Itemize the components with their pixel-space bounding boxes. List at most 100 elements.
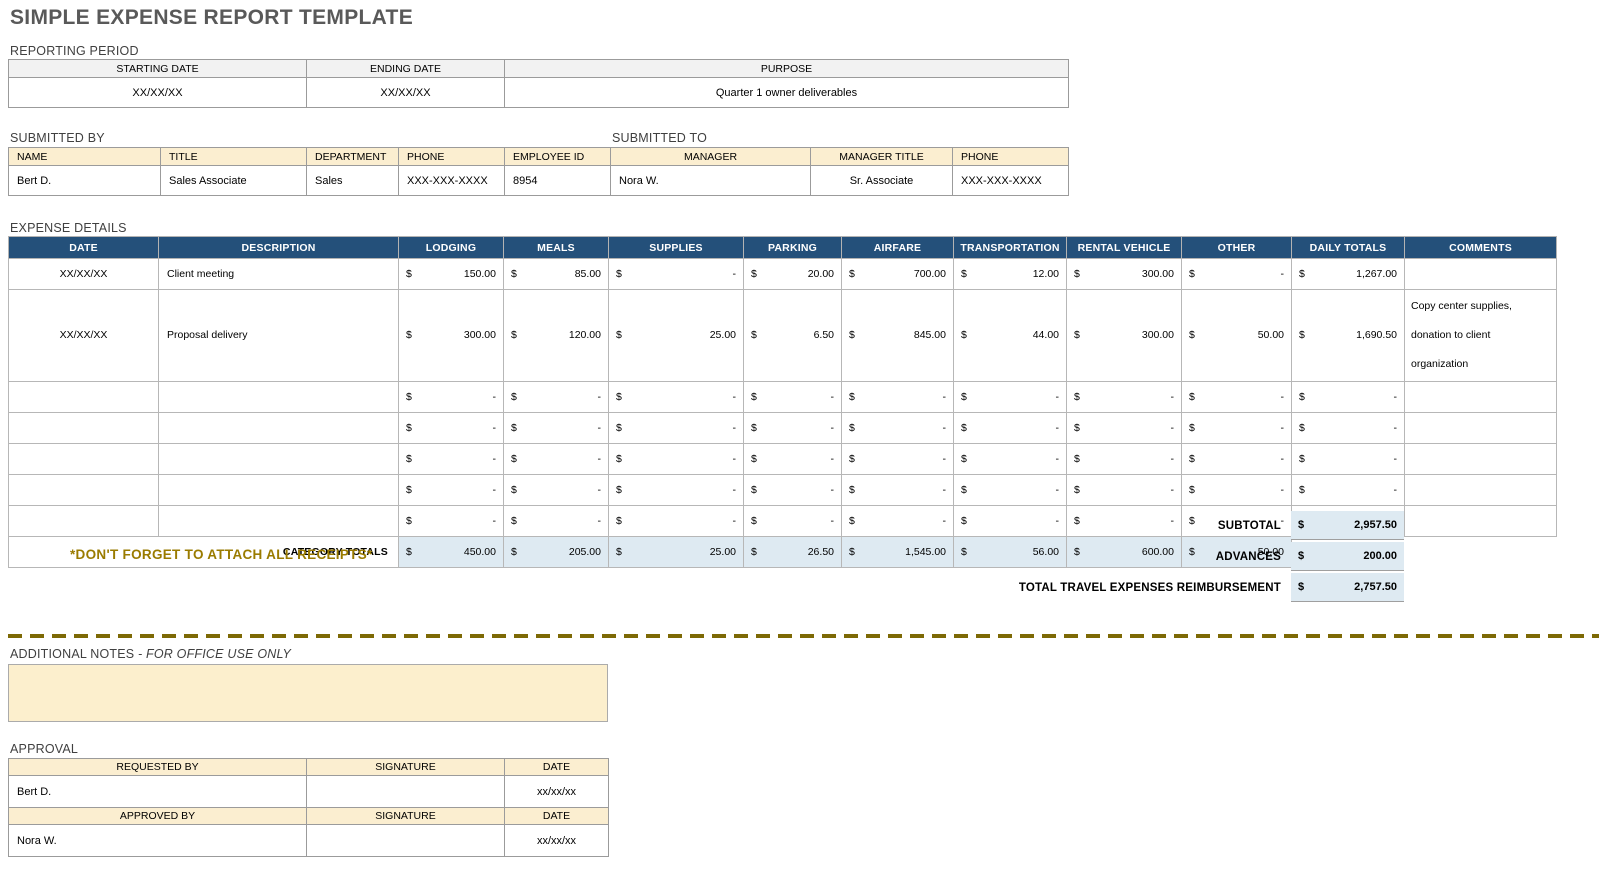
expense-comment-cell[interactable] [1404, 443, 1557, 475]
expense-date-cell[interactable] [8, 412, 159, 444]
parking-amount-cell[interactable]: $6.50 [743, 289, 842, 382]
rental-vehicle-amount-cell[interactable]: $ - [1066, 412, 1182, 444]
lodging-amount-cell[interactable]: $300.00 [398, 289, 504, 382]
meals-amount-cell[interactable]: $ - [503, 443, 609, 475]
meals-amount-cell[interactable]: $ - [503, 474, 609, 506]
expense-comment-cell[interactable] [1404, 258, 1557, 290]
transportation-amount-cell[interactable]: $44.00 [953, 289, 1067, 382]
expense-description-cell[interactable]: Proposal delivery [158, 289, 399, 382]
department-cell[interactable]: Sales [306, 165, 399, 196]
expense-description-cell[interactable] [158, 412, 399, 444]
supplies-amount-cell[interactable]: $ - [608, 258, 744, 290]
purpose-cell[interactable]: Quarter 1 owner deliverables [504, 77, 1069, 108]
transportation-amount-cell[interactable]: $12.00 [953, 258, 1067, 290]
rental-vehicle-amount-cell[interactable]: $ - [1066, 474, 1182, 506]
manager-title-cell[interactable]: Sr. Associate [810, 165, 953, 196]
meals-amount-cell[interactable]: $ - [503, 412, 609, 444]
meals-amount-cell[interactable]: $ - [503, 505, 609, 537]
approved-date-cell[interactable]: xx/xx/xx [504, 824, 609, 857]
rental-vehicle-amount-cell[interactable]: $ - [1066, 381, 1182, 413]
expense-description-cell[interactable] [158, 474, 399, 506]
expense-comment-cell[interactable] [1404, 412, 1557, 444]
title-cell[interactable]: Sales Associate [160, 165, 307, 196]
advances-value-cell[interactable]: $200.00 [1291, 542, 1404, 571]
airfare-amount-cell[interactable]: $700.00 [841, 258, 954, 290]
rental-vehicle-amount-cell[interactable]: $300.00 [1066, 258, 1182, 290]
airfare-amount-cell[interactable]: $ - [841, 443, 954, 475]
daily-total-cell[interactable]: $1,690.50 [1291, 289, 1405, 382]
daily-total-cell[interactable]: $- [1291, 412, 1405, 444]
additional-notes-box[interactable] [8, 664, 608, 722]
other-amount-cell[interactable]: $ - [1181, 412, 1292, 444]
phone-cell[interactable]: XXX-XXX-XXXX [398, 165, 505, 196]
transportation-amount-cell[interactable]: $ - [953, 443, 1067, 475]
lodging-amount-cell[interactable]: $ - [398, 505, 504, 537]
lodging-amount-cell[interactable]: $ - [398, 474, 504, 506]
expense-description-cell[interactable] [158, 443, 399, 475]
expense-description-cell[interactable] [158, 381, 399, 413]
parking-amount-cell[interactable]: $ - [743, 505, 842, 537]
supplies-amount-cell[interactable]: $ - [608, 474, 744, 506]
expense-date-cell[interactable] [8, 443, 159, 475]
lodging-amount-cell[interactable]: $ - [398, 381, 504, 413]
daily-total-cell[interactable]: $1,267.00 [1291, 258, 1405, 290]
supplies-amount-cell[interactable]: $ - [608, 412, 744, 444]
other-amount-cell[interactable]: $ - [1181, 505, 1292, 537]
name-cell[interactable]: Bert D. [8, 165, 161, 196]
transportation-amount-cell[interactable]: $ - [953, 412, 1067, 444]
approved-by-name-cell[interactable]: Nora W. [8, 824, 307, 857]
daily-total-cell[interactable]: $- [1291, 474, 1405, 506]
requested-date-cell[interactable]: xx/xx/xx [504, 775, 609, 808]
supplies-amount-cell[interactable]: $ - [608, 505, 744, 537]
daily-total-cell[interactable]: $- [1291, 443, 1405, 475]
supplies-amount-cell[interactable]: $25.00 [608, 289, 744, 382]
airfare-amount-cell[interactable]: $ - [841, 412, 954, 444]
parking-amount-cell[interactable]: $ - [743, 474, 842, 506]
parking-amount-cell[interactable]: $20.00 [743, 258, 842, 290]
starting-date-cell[interactable]: XX/XX/XX [8, 77, 307, 108]
other-amount-cell[interactable]: $50.00 [1181, 289, 1292, 382]
meals-amount-cell[interactable]: $120.00 [503, 289, 609, 382]
supplies-amount-cell[interactable]: $ - [608, 381, 744, 413]
employee-id-cell[interactable]: 8954 [504, 165, 611, 196]
parking-amount-cell[interactable]: $ - [743, 381, 842, 413]
expense-description-cell[interactable] [158, 505, 399, 537]
parking-amount-cell[interactable]: $ - [743, 443, 842, 475]
transportation-amount-cell[interactable]: $ - [953, 381, 1067, 413]
requested-by-name-cell[interactable]: Bert D. [8, 775, 307, 808]
rental-vehicle-amount-cell[interactable]: $ - [1066, 443, 1182, 475]
other-amount-cell[interactable]: $ - [1181, 443, 1292, 475]
requested-signature-cell[interactable] [306, 775, 505, 808]
expense-comment-cell[interactable]: Copy center supplies, donation to client… [1404, 289, 1557, 382]
rental-vehicle-amount-cell[interactable]: $300.00 [1066, 289, 1182, 382]
expense-comment-cell[interactable] [1404, 474, 1557, 506]
transportation-amount-cell[interactable]: $ - [953, 474, 1067, 506]
supplies-amount-cell[interactable]: $ - [608, 443, 744, 475]
transportation-amount-cell[interactable]: $ - [953, 505, 1067, 537]
expense-date-cell[interactable] [8, 505, 159, 537]
ending-date-cell[interactable]: XX/XX/XX [306, 77, 505, 108]
parking-amount-cell[interactable]: $ - [743, 412, 842, 444]
expense-comment-cell[interactable] [1404, 505, 1557, 537]
expense-date-cell[interactable]: XX/XX/XX [8, 289, 159, 382]
manager-phone-cell[interactable]: XXX-XXX-XXXX [952, 165, 1069, 196]
approved-signature-cell[interactable] [306, 824, 505, 857]
airfare-amount-cell[interactable]: $ - [841, 505, 954, 537]
airfare-amount-cell[interactable]: $ - [841, 381, 954, 413]
expense-description-cell[interactable]: Client meeting [158, 258, 399, 290]
other-amount-cell[interactable]: $ - [1181, 258, 1292, 290]
meals-amount-cell[interactable]: $85.00 [503, 258, 609, 290]
other-amount-cell[interactable]: $ - [1181, 474, 1292, 506]
lodging-amount-cell[interactable]: $ - [398, 443, 504, 475]
daily-total-cell[interactable]: $- [1291, 381, 1405, 413]
expense-date-cell[interactable] [8, 381, 159, 413]
meals-amount-cell[interactable]: $ - [503, 381, 609, 413]
airfare-amount-cell[interactable]: $845.00 [841, 289, 954, 382]
lodging-amount-cell[interactable]: $ - [398, 412, 504, 444]
lodging-amount-cell[interactable]: $150.00 [398, 258, 504, 290]
expense-date-cell[interactable]: XX/XX/XX [8, 258, 159, 290]
expense-comment-cell[interactable] [1404, 381, 1557, 413]
expense-date-cell[interactable] [8, 474, 159, 506]
airfare-amount-cell[interactable]: $ - [841, 474, 954, 506]
manager-cell[interactable]: Nora W. [610, 165, 811, 196]
